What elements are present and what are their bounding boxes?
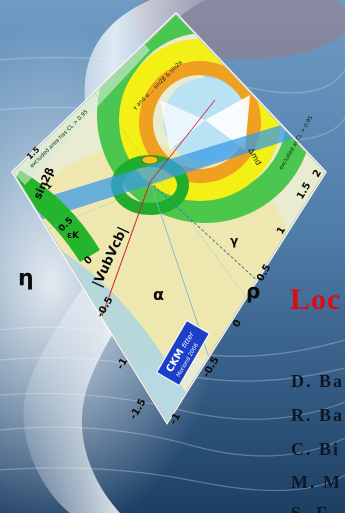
ckmfitter-badge: CKM fitter Moriond 2006 <box>156 319 210 387</box>
excluded-label-2: excluded at CL > 0.95 <box>279 115 315 171</box>
rho-tick: -1 <box>168 411 183 426</box>
rho-tick: 2 <box>311 168 324 180</box>
author-line: C. Bi <box>291 439 341 459</box>
eta-axis-label: η <box>18 266 34 291</box>
upper-label: γ and α ... sin2β & sin2α <box>132 59 184 111</box>
rho-tick: 1.5 <box>295 181 313 202</box>
gamma-label: γ <box>230 234 238 248</box>
rho-tick: 0.5 <box>255 263 273 284</box>
author-line: R. Ba <box>291 405 345 425</box>
eta-tick: 0 <box>82 254 95 267</box>
alpha-label: α <box>153 285 164 304</box>
eta-tick: -0.5 <box>95 295 115 319</box>
author-line: D. Ba <box>291 371 345 391</box>
excluded-label: excluded area has CL > 0.95 <box>29 109 90 170</box>
vub-label: |VubVcb| <box>90 225 131 290</box>
eta-tick: -1 <box>115 356 130 371</box>
eps-label: εK <box>67 231 80 241</box>
rho-axis-label: ρ <box>246 279 260 303</box>
dmd-label: Δmd <box>246 147 263 167</box>
author-line: M. M <box>291 472 342 492</box>
eta-tick: 1 <box>43 181 55 193</box>
rho-tick: 0 <box>231 318 244 330</box>
rho-tick: -0.5 <box>201 355 221 379</box>
eta-tick: -1.5 <box>128 397 148 421</box>
slide-title: Loc <box>290 283 342 316</box>
rho-tick: 1 <box>275 225 288 237</box>
author-line: S. F <box>291 503 330 513</box>
